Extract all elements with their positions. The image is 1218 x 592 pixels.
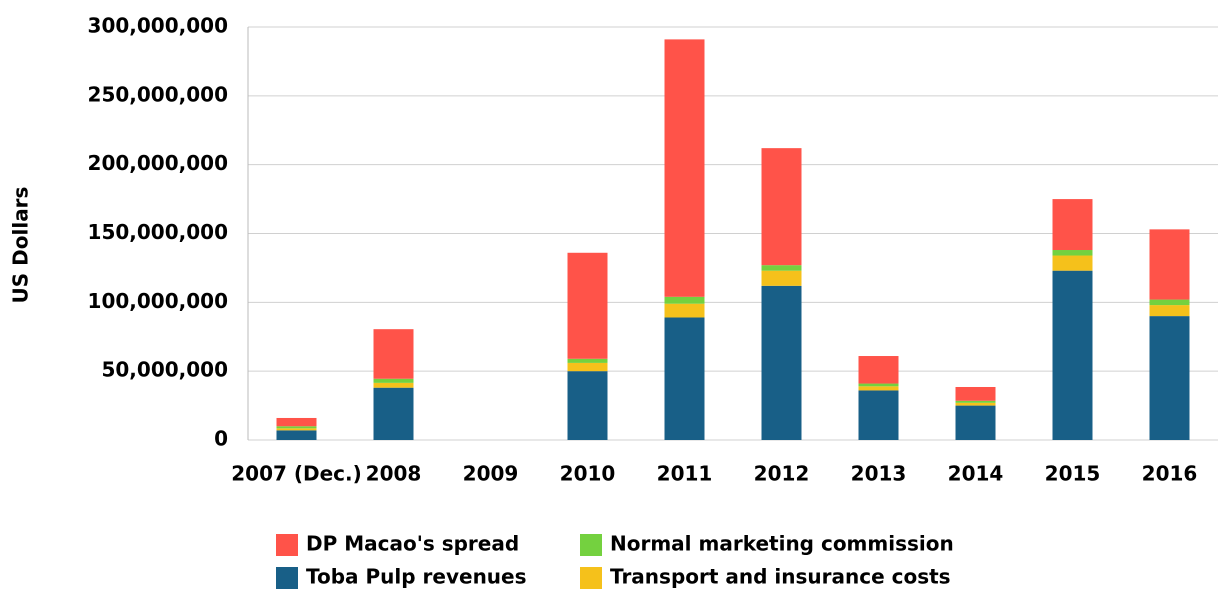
bar-segment [761, 270, 802, 286]
legend-label: Toba Pulp revenues [306, 565, 527, 589]
bar-segment [276, 426, 317, 429]
legend-label: Transport and insurance costs [610, 565, 951, 589]
bar-segment [858, 383, 899, 387]
x-tick-label: 2015 [1045, 462, 1101, 486]
bar-segment [276, 428, 317, 431]
bar-segment [373, 329, 414, 379]
bar-segment [1052, 270, 1093, 440]
bar-segment [567, 358, 608, 363]
y-axis-label: US Dollars [9, 187, 33, 304]
bar-segment [955, 400, 996, 403]
bar-segment [567, 371, 608, 440]
bar-segment [276, 430, 317, 440]
bar-segment [761, 148, 802, 266]
y-tick-label: 300,000,000 [88, 14, 228, 38]
bar-segment [373, 387, 414, 440]
bar-segment [858, 390, 899, 440]
x-tick-label: 2009 [463, 462, 519, 486]
bar-segment [664, 303, 705, 318]
bar-segment [373, 382, 414, 388]
bar-segment [858, 356, 899, 384]
bar-segment [567, 252, 608, 359]
x-tick-label: 2008 [366, 462, 422, 486]
x-tick-label: 2011 [657, 462, 713, 486]
bar-segment [955, 405, 996, 440]
legend-label: Normal marketing commission [610, 532, 954, 556]
legend-swatch [276, 567, 298, 589]
bar-segment [1149, 229, 1190, 300]
x-tick-label: 2010 [560, 462, 616, 486]
y-tick-label: 0 [214, 427, 228, 451]
bar-segment [1149, 316, 1190, 440]
bar-segment [955, 386, 996, 401]
bar-segment [761, 265, 802, 271]
bar-segment [955, 402, 996, 406]
bar-segment [664, 317, 705, 440]
legend-swatch [580, 567, 602, 589]
bar-segment [1052, 199, 1093, 251]
y-tick-label: 50,000,000 [101, 358, 228, 382]
bar-segment [567, 362, 608, 372]
bar-segment [373, 378, 414, 383]
x-tick-label: 2016 [1142, 462, 1198, 486]
bar-segment [276, 417, 317, 427]
bar-segment [1149, 299, 1190, 306]
bar-segment [1052, 255, 1093, 271]
y-tick-label: 150,000,000 [88, 220, 228, 244]
bar-segment [1052, 250, 1093, 256]
legend-swatch [276, 534, 298, 556]
y-tick-label: 100,000,000 [88, 289, 228, 313]
x-tick-label: 2014 [948, 462, 1004, 486]
x-tick-label: 2013 [851, 462, 907, 486]
x-tick-label: 2007 (Dec.) [231, 462, 362, 486]
x-tick-label: 2012 [754, 462, 810, 486]
bar-segment [664, 296, 705, 304]
y-tick-label: 200,000,000 [88, 151, 228, 175]
bar-segment [1149, 305, 1190, 317]
bar-segment [761, 285, 802, 440]
legend-swatch [580, 534, 602, 556]
bar-segment [858, 386, 899, 391]
legend-label: DP Macao's spread [306, 532, 519, 556]
y-tick-label: 250,000,000 [88, 82, 228, 106]
bar-segment [664, 39, 705, 297]
